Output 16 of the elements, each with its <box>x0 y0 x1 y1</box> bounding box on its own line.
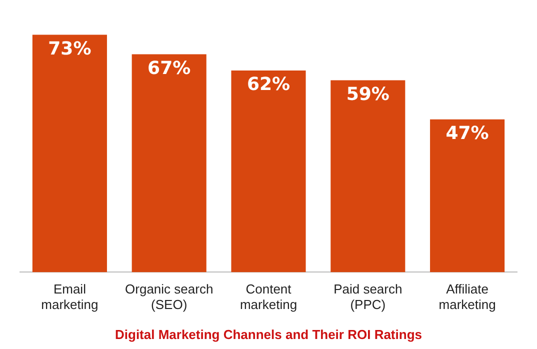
data-label: 67% <box>148 58 191 79</box>
bar <box>430 119 505 272</box>
text: Digital Marketing Channels and Their ROI Ratings <box>115 326 422 342</box>
x-tick-label: Content marketing <box>240 282 298 312</box>
bar <box>330 80 406 272</box>
bar <box>32 34 107 272</box>
bar <box>132 54 206 272</box>
bar <box>231 70 306 272</box>
x-tick-label: Email marketing <box>41 282 98 312</box>
x-tick-label: Affiliate marketing <box>438 282 496 312</box>
x-tick-label: Organic search (SEO) <box>125 282 214 312</box>
data-label: 73% <box>48 38 92 60</box>
x-tick-label: Paid search (PPC) <box>334 282 402 312</box>
data-label: 47% <box>446 123 489 144</box>
data-label: 59% <box>346 84 390 105</box>
data-label: 62% <box>246 74 290 96</box>
